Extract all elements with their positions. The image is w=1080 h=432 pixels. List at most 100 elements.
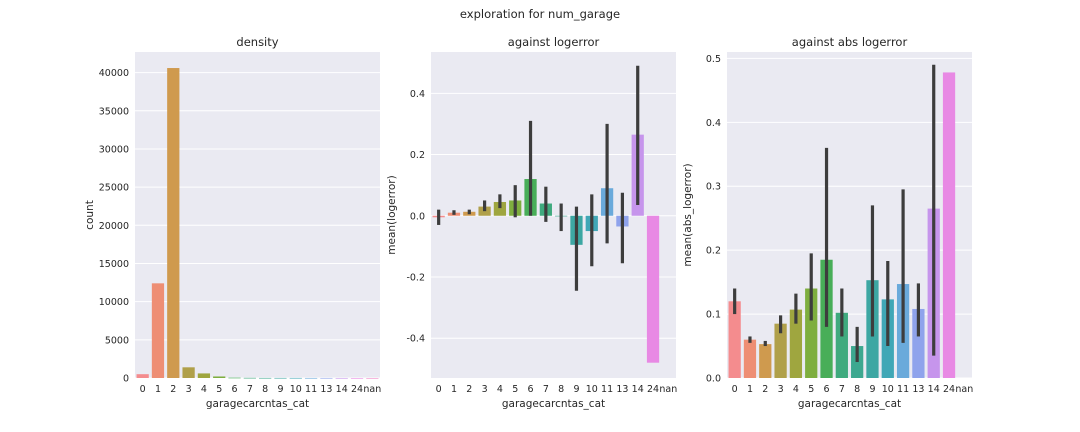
x-tick-label: 3 [778,384,784,395]
x-tick-label: 4 [201,384,207,395]
y-tick-label: -0.4 [406,334,425,345]
x-tick-label: 24 [943,384,955,395]
y-tick-label: 15000 [99,259,129,270]
x-tick-label: 1 [155,384,161,395]
bar [243,377,256,379]
x-tick-label: 7 [247,384,253,395]
bar [136,374,149,378]
x-tick-label: 7 [543,384,549,395]
x-tick-label: 2 [170,384,176,395]
y-axis-label: mean(abs_logerror) [682,163,694,266]
x-tick-label: 24 [351,384,363,395]
bar [912,308,925,378]
bar [366,378,379,379]
x-axis-label: garagecarcntas_cat [502,398,605,410]
bar [728,301,741,378]
y-tick-label: 0.4 [410,89,425,100]
x-tick-label: 6 [528,384,534,395]
x-axis-label: garagecarcntas_cat [798,398,901,410]
x-tick-label: 13 [320,384,332,395]
x-tick-label: 13 [616,384,628,395]
x-tick-label: 5 [808,384,814,395]
x-tick-label: 5 [216,384,222,395]
bar [789,309,803,378]
y-tick-label: 10000 [99,297,129,308]
bar [942,72,956,379]
x-tick-label: 1 [451,384,457,395]
y-tick-label: 0.0 [410,211,425,222]
x-tick-label: 2 [466,384,472,395]
x-axis-label: garagecarcntas_cat [206,398,309,410]
panel-title: against logerror [508,35,600,49]
x-tick-label: 0 [436,384,442,395]
y-tick-label: 0.4 [706,118,721,129]
x-tick-label: 14 [928,384,940,395]
y-tick-label: 0.2 [410,150,425,161]
x-tick-label: 10 [882,384,894,395]
y-axis-label: mean(logerror) [386,175,398,254]
y-tick-label: 0.3 [706,182,721,193]
x-tick-label: 5 [512,384,518,395]
x-tick-label: 14 [336,384,348,395]
y-tick-label: 0.2 [706,246,721,257]
x-tick-label: 10 [586,384,598,395]
x-tick-label: 3 [186,384,192,395]
x-tick-label: 14 [632,384,644,395]
bar [335,377,348,379]
bar [167,68,180,379]
x-tick-label: 6 [232,384,238,395]
y-tick-label: 20000 [99,221,129,232]
x-tick-label: 2 [762,384,768,395]
x-tick-label: 6 [824,384,830,395]
x-tick-label: nan [659,384,677,395]
panel-density: 0 5000 10000 15000 20000 25000 30000 35000 40000… [84,35,381,410]
panel-against-abs-logerror: 0.0 0.1 0.2 0.3 0.4 0.5 0 1 2 3 4 5 6 7 8 9 10 11 13 14 24 na… [682,35,973,410]
y-tick-label: 0 [123,374,129,385]
y-tick-label: 5000 [105,335,129,346]
x-tick-label: 9 [573,384,579,395]
bar [835,312,848,378]
figure-title: exploration for num_garage [460,7,620,21]
x-tick-label: 24 [647,384,659,395]
bar [646,215,660,363]
x-tick-label: 3 [482,384,488,395]
panel-title: against abs logerror [792,35,908,49]
x-tick-label: 13 [912,384,924,395]
x-tick-label: 9 [277,384,283,395]
bar [743,339,757,378]
panel-against-logerror: -0.4 -0.2 0.0 0.2 0.4 0 1 2 3 4 5 6 7 8 9 10 11 13 14 24 nan… [386,35,677,410]
x-tick-label: nan [363,384,381,395]
y-tick-label: -0.2 [406,272,425,283]
x-tick-label: 11 [897,384,909,395]
bar [350,377,364,379]
y-tick-label: 0.5 [706,54,721,65]
x-tick-label: 1 [747,384,753,395]
y-tick-label: 0.1 [706,310,721,321]
y-tick-label: 0.0 [706,374,721,385]
bar [774,323,787,378]
x-tick-label: 11 [305,384,317,395]
bar [213,376,226,378]
y-tick-label: 35000 [99,106,129,117]
x-tick-label: 0 [732,384,738,395]
y-axis-label: count [84,200,96,230]
bar [805,288,818,378]
y-tick-label: 40000 [99,68,129,79]
panel-title: density [236,35,278,49]
x-tick-label: 0 [140,384,146,395]
x-tick-label: 4 [793,384,799,395]
bar [304,377,318,379]
bar [182,367,195,378]
bar [228,377,241,379]
bar [151,283,165,378]
x-tick-label: 4 [497,384,503,395]
x-tick-label: 8 [558,384,564,395]
y-tick-label: 25000 [99,183,129,194]
x-tick-label: 9 [869,384,875,395]
bar [274,377,287,379]
bar [493,201,507,216]
bar [259,377,272,379]
x-tick-label: nan [955,384,973,395]
x-tick-label: 8 [262,384,268,395]
